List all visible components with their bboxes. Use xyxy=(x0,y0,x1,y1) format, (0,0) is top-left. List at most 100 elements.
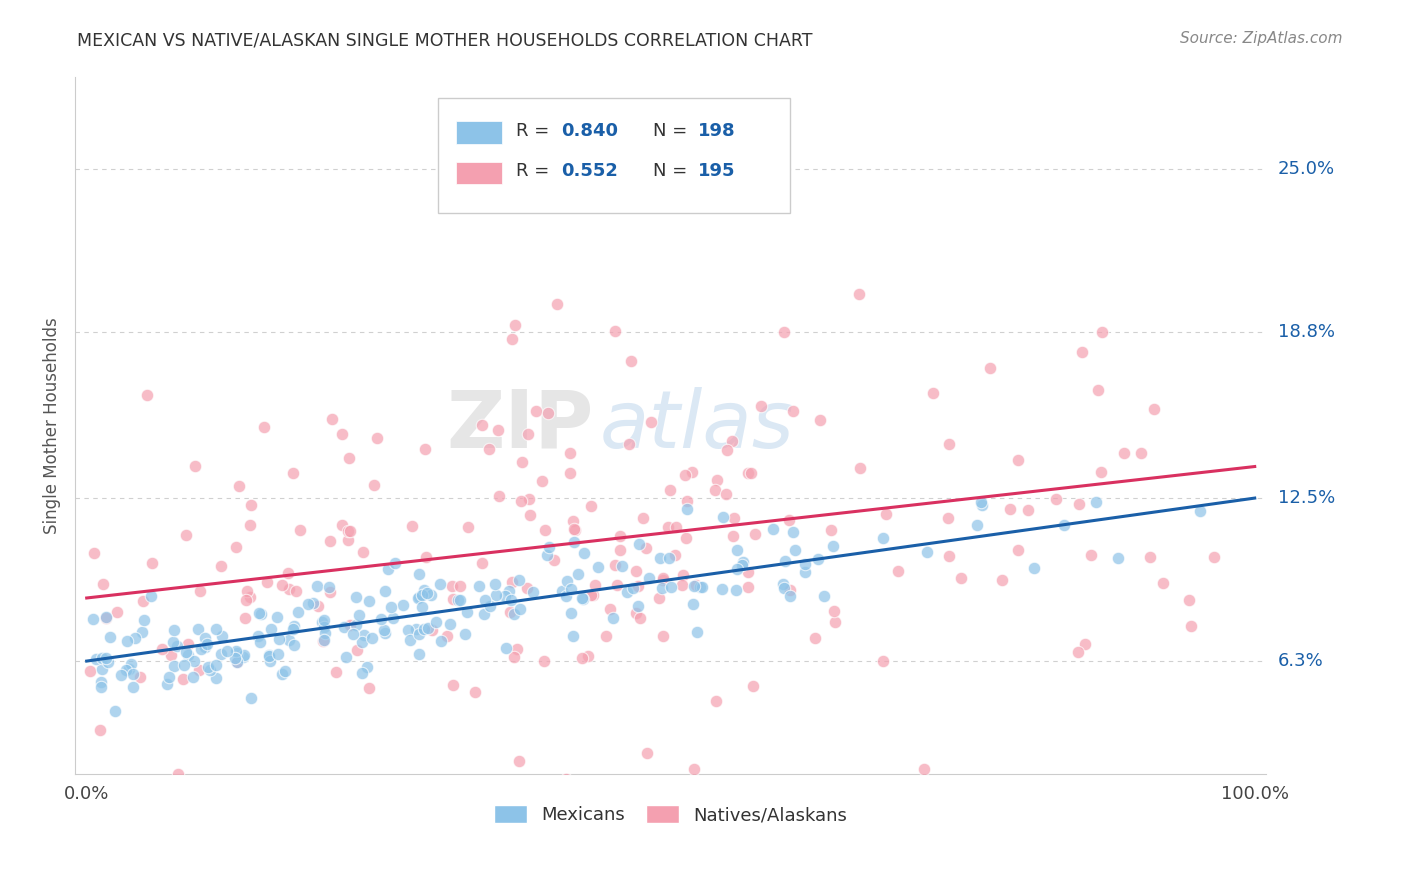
Point xyxy=(686,625,709,640)
Point xyxy=(115,634,138,648)
Point xyxy=(136,388,159,402)
Point xyxy=(274,664,297,678)
Point xyxy=(508,754,530,768)
Point xyxy=(240,690,263,705)
Point xyxy=(628,611,651,625)
Point xyxy=(471,418,494,433)
Point xyxy=(391,599,413,613)
Point xyxy=(681,465,703,479)
Point xyxy=(506,642,529,657)
Point xyxy=(917,545,939,559)
Point xyxy=(197,637,219,651)
Point xyxy=(721,434,744,449)
Point xyxy=(554,772,576,787)
Point xyxy=(1129,445,1152,459)
Point xyxy=(228,479,250,493)
Point xyxy=(312,632,335,647)
Point xyxy=(638,571,661,585)
Point xyxy=(239,591,262,605)
Point xyxy=(172,673,194,687)
Point xyxy=(785,543,807,558)
Point xyxy=(359,681,381,696)
Point xyxy=(124,632,146,646)
Point xyxy=(132,613,155,627)
Point xyxy=(887,564,910,578)
Point xyxy=(187,622,209,636)
Point xyxy=(449,593,471,607)
Point xyxy=(533,654,555,668)
Point xyxy=(115,663,138,677)
Point xyxy=(82,611,104,625)
Point xyxy=(277,566,299,580)
Point xyxy=(606,578,628,592)
Point xyxy=(215,644,238,658)
Point xyxy=(704,694,727,708)
Point xyxy=(464,684,486,698)
Point xyxy=(302,596,325,610)
Point xyxy=(1143,402,1166,417)
Point xyxy=(778,513,800,527)
Point xyxy=(104,704,127,718)
Point xyxy=(184,458,207,473)
Point xyxy=(373,623,395,637)
Point xyxy=(704,483,727,497)
Point xyxy=(177,637,200,651)
Point xyxy=(344,590,367,604)
Point xyxy=(360,632,382,646)
Point xyxy=(526,403,548,417)
Point xyxy=(416,621,439,635)
Text: N =: N = xyxy=(652,162,693,180)
FancyBboxPatch shape xyxy=(457,161,502,184)
Point xyxy=(233,611,256,625)
Point xyxy=(749,399,772,413)
Point xyxy=(1067,497,1090,511)
Point xyxy=(357,594,380,608)
Point xyxy=(141,589,163,603)
Point xyxy=(211,629,233,643)
Point xyxy=(267,632,290,646)
Point xyxy=(425,615,447,630)
Point xyxy=(337,450,360,465)
Point xyxy=(1087,383,1109,397)
Text: 0.840: 0.840 xyxy=(561,122,619,140)
Point xyxy=(823,604,845,618)
Point xyxy=(972,498,994,512)
Point xyxy=(501,575,523,590)
Point xyxy=(1074,638,1097,652)
Point xyxy=(89,723,111,737)
Point xyxy=(382,611,405,625)
Point xyxy=(498,584,520,599)
Text: 6.3%: 6.3% xyxy=(1278,652,1323,670)
Point xyxy=(740,467,762,481)
Point xyxy=(209,559,232,574)
Point xyxy=(377,562,399,576)
Point xyxy=(91,662,114,676)
Point xyxy=(342,626,364,640)
Point xyxy=(339,618,361,632)
Point xyxy=(94,611,117,625)
Point xyxy=(307,599,329,614)
Point xyxy=(174,528,197,542)
Point xyxy=(572,591,595,606)
Point xyxy=(782,524,804,539)
Point xyxy=(522,585,544,599)
Point xyxy=(246,629,269,643)
Point xyxy=(555,574,578,588)
Point xyxy=(91,577,114,591)
Point xyxy=(352,545,374,559)
Point xyxy=(724,583,747,598)
Point xyxy=(631,510,654,524)
Point xyxy=(595,629,617,643)
Point xyxy=(626,565,648,579)
Point xyxy=(779,589,801,603)
Point xyxy=(793,565,815,579)
Point xyxy=(356,660,378,674)
Point xyxy=(224,651,246,665)
Point xyxy=(683,579,706,593)
Point xyxy=(938,549,960,563)
Point xyxy=(683,762,706,776)
Point xyxy=(267,647,290,661)
Point xyxy=(793,558,815,572)
Point xyxy=(353,627,375,641)
Point xyxy=(266,610,288,624)
